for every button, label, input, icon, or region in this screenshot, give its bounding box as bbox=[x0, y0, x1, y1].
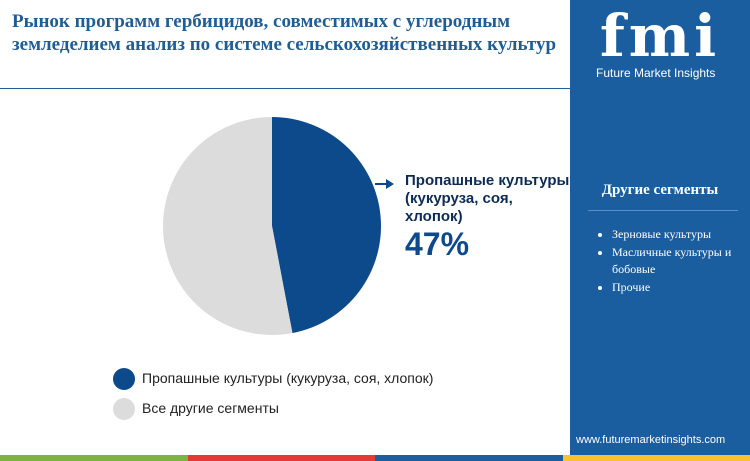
sidebar-list: Зерновые культуры Масличные культуры и б… bbox=[594, 226, 750, 297]
footer-strip bbox=[0, 455, 750, 461]
callout-value: 47% bbox=[405, 226, 470, 262]
brand: Future Market Insights bbox=[596, 66, 716, 80]
sidebar-item: Прочие bbox=[612, 279, 750, 296]
legend-label: Пропашные культуры (кукуруза, соя, хлопо… bbox=[142, 370, 434, 386]
sidebar-item: Масличные культуры и бобовые bbox=[612, 244, 750, 278]
legend-label: Все другие сегменты bbox=[142, 400, 279, 416]
legend-swatch bbox=[113, 398, 135, 420]
pie-slice bbox=[162, 117, 293, 335]
url: www.futuremarketinsights.com bbox=[576, 434, 726, 446]
chart bbox=[113, 117, 394, 420]
title-rule bbox=[0, 88, 570, 89]
logo: fmi bbox=[599, 2, 721, 70]
sidebar-item: Зерновые культуры bbox=[612, 226, 750, 243]
chart-title: Рынок программ гербицидов, совместимых с… bbox=[12, 11, 557, 55]
callout: Пропашные культуры (кукуруза, соя, хлопо… bbox=[405, 172, 570, 262]
pie-slice bbox=[272, 117, 381, 334]
callout-arrow bbox=[386, 179, 394, 189]
sidebar-heading: Другие сегменты bbox=[601, 182, 719, 198]
callout-label: Пропашные культуры (кукуруза, соя, хлопо… bbox=[405, 172, 570, 225]
legend-swatch bbox=[113, 368, 135, 390]
sidebar-rule bbox=[588, 210, 738, 211]
sidebar: fmi Future Market Insights Другие сегмен… bbox=[570, 0, 750, 455]
